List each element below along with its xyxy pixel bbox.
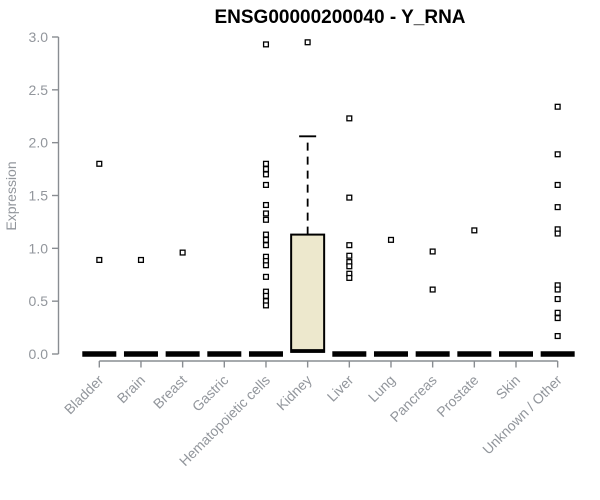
outlier-point	[262, 262, 270, 269]
outlier-point	[262, 236, 270, 243]
outlier-point	[262, 171, 270, 178]
collapsed-box-bar	[248, 351, 283, 357]
box-gastric	[207, 351, 242, 357]
y-tick-label: 0.5	[29, 293, 49, 309]
y-tick-label: 3.0	[29, 29, 49, 45]
box-kidney	[290, 39, 326, 353]
outlier-point	[137, 256, 145, 264]
outlier-point	[346, 274, 353, 281]
outlier-point	[554, 230, 561, 237]
outlier-point	[346, 252, 353, 259]
outlier-point	[262, 181, 270, 188]
outlier-point	[471, 227, 478, 234]
outlier-point	[262, 302, 270, 309]
box-body	[290, 233, 326, 353]
outlier-point	[262, 273, 270, 280]
y-tick-label: 2.5	[29, 82, 49, 98]
outlier-point	[262, 210, 270, 217]
box-bladder	[82, 160, 117, 357]
collapsed-box-bar	[82, 351, 117, 357]
y-axis-title: Expression	[3, 161, 19, 230]
outlier-point	[554, 204, 561, 211]
y-tick-label: 1.0	[29, 240, 49, 256]
outlier-point	[429, 248, 436, 255]
outlier-point	[554, 332, 561, 340]
outlier-point	[554, 181, 561, 188]
outlier-point	[429, 286, 436, 293]
box-lung	[373, 236, 408, 357]
box-breast	[165, 249, 200, 357]
box-liver	[332, 115, 367, 357]
outlier-point	[262, 41, 270, 48]
outlier-point	[346, 263, 353, 270]
collapsed-box-bar	[332, 351, 367, 357]
x-tick-label-skin: Skin	[493, 372, 524, 403]
outlier-point	[304, 39, 311, 46]
outlier-point	[262, 166, 270, 173]
box-brain	[123, 256, 158, 357]
box-unknown-other	[540, 103, 575, 357]
x-tick-label-prostate: Prostate	[433, 372, 481, 420]
outlier-point	[554, 103, 561, 110]
outlier-point	[262, 292, 270, 299]
collapsed-box-bar	[415, 351, 450, 357]
y-tick-label: 0.0	[29, 346, 49, 362]
collapsed-box-bar	[457, 351, 492, 357]
outlier-point	[96, 160, 103, 167]
y-axis: 0.0 0.5 1.0 1.5 2.0 2.5 3.0 Expression	[3, 29, 60, 362]
collapsed-box-bar	[165, 351, 200, 357]
collapsed-box-bar	[373, 351, 408, 357]
x-tick-label-bladder: Bladder	[61, 372, 107, 418]
outlier-point	[262, 160, 270, 167]
outlier-point	[554, 309, 561, 316]
outlier-point	[387, 236, 395, 243]
x-tick-label-brain: Brain	[114, 372, 148, 406]
collapsed-box-bar	[540, 351, 575, 357]
y-tick-label: 2.0	[29, 135, 49, 151]
outlier-point	[262, 242, 270, 249]
outlier-point	[262, 216, 270, 223]
outlier-point	[554, 151, 561, 158]
collapsed-box-bar	[123, 351, 158, 357]
x-tick-label-unknown-other: Unknown / Other	[479, 372, 565, 458]
outlier-point	[554, 296, 561, 303]
outlier-point	[262, 201, 270, 209]
outlier-point	[262, 231, 270, 238]
outlier-point	[179, 249, 186, 256]
outlier-point	[554, 315, 561, 322]
box-hematopoietic-cells	[248, 41, 283, 357]
x-tick-label-lung: Lung	[365, 372, 398, 405]
outlier-point	[96, 256, 103, 264]
x-tick-label-kidney: Kidney	[273, 372, 315, 414]
collapsed-box-bar	[499, 351, 533, 357]
outlier-point	[346, 242, 353, 249]
y-tick-label: 1.5	[29, 188, 49, 204]
box-prostate	[457, 227, 492, 357]
x-tick-label-liver: Liver	[324, 372, 357, 405]
box-pancreas	[415, 248, 450, 357]
box-skin	[499, 351, 533, 357]
chart-title: ENSG00000200040 - Y_RNA	[214, 7, 466, 28]
outlier-point	[346, 194, 353, 201]
collapsed-box-bar	[207, 351, 242, 357]
outlier-point	[346, 115, 353, 122]
x-tick-label-breast: Breast	[150, 372, 190, 412]
outlier-point	[554, 286, 561, 293]
